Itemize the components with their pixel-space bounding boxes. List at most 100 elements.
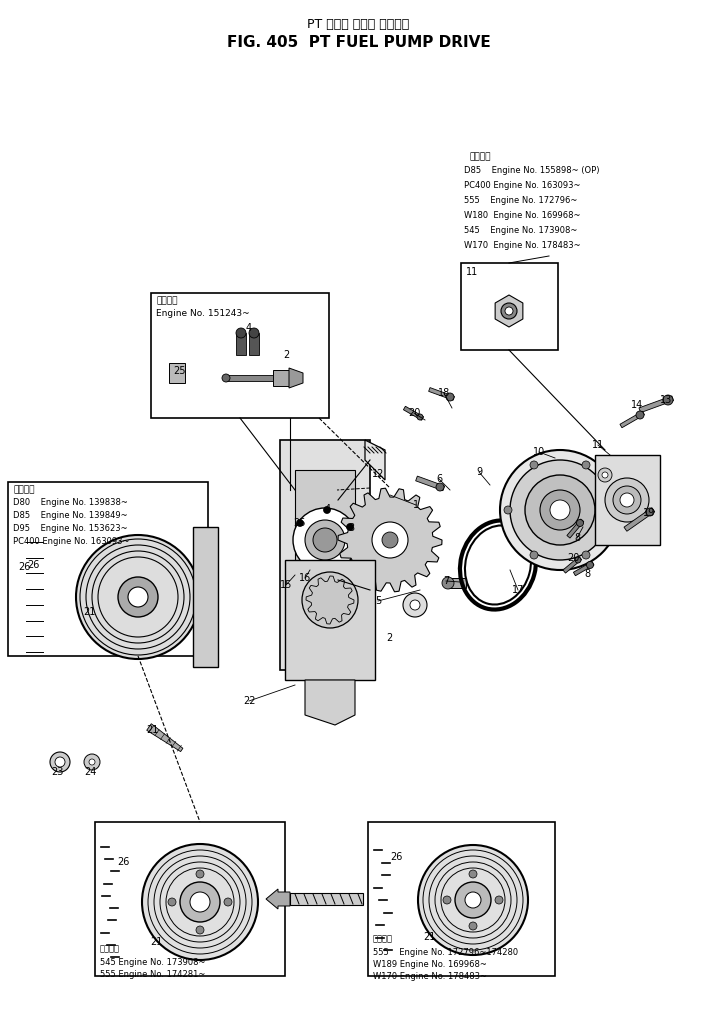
Text: Engine No. 151243~: Engine No. 151243~ — [156, 309, 250, 318]
Circle shape — [55, 757, 65, 767]
Circle shape — [613, 486, 641, 514]
Text: D85    Engine No. 155898~ (OP): D85 Engine No. 155898~ (OP) — [464, 166, 599, 175]
Circle shape — [446, 393, 454, 401]
Circle shape — [196, 870, 204, 878]
Circle shape — [222, 374, 230, 382]
Bar — [236, 333, 246, 355]
Text: 555 Engine No. 174281~: 555 Engine No. 174281~ — [100, 970, 205, 979]
Polygon shape — [574, 562, 594, 576]
Text: PC400 Engine No. 163093~: PC400 Engine No. 163093~ — [464, 182, 581, 190]
Text: 1: 1 — [413, 500, 419, 510]
Polygon shape — [193, 527, 218, 667]
Circle shape — [505, 307, 513, 315]
Circle shape — [312, 582, 348, 618]
Text: 16: 16 — [299, 573, 311, 583]
Bar — [595, 455, 660, 545]
Bar — [226, 375, 273, 381]
Circle shape — [605, 478, 649, 522]
Circle shape — [663, 395, 673, 405]
Circle shape — [128, 587, 148, 607]
Circle shape — [620, 493, 634, 507]
FancyArrow shape — [266, 889, 290, 909]
Circle shape — [372, 522, 408, 558]
Polygon shape — [306, 576, 354, 624]
Bar — [169, 363, 185, 383]
Circle shape — [302, 572, 358, 628]
Text: 4: 4 — [325, 504, 331, 514]
Polygon shape — [365, 440, 385, 480]
Circle shape — [224, 898, 232, 906]
Text: 7: 7 — [443, 576, 449, 586]
Bar — [8, 482, 208, 656]
Text: 19: 19 — [643, 508, 655, 518]
Polygon shape — [495, 295, 523, 327]
Text: FIG. 405  PT FUEL PUMP DRIVE: FIG. 405 PT FUEL PUMP DRIVE — [227, 35, 490, 50]
Polygon shape — [404, 407, 424, 420]
Polygon shape — [563, 557, 581, 573]
Text: 5: 5 — [375, 596, 381, 606]
Circle shape — [465, 892, 481, 908]
Polygon shape — [289, 368, 303, 388]
Circle shape — [84, 754, 100, 770]
Text: 14: 14 — [631, 400, 643, 410]
Text: 適用号機: 適用号機 — [469, 152, 490, 161]
Circle shape — [510, 460, 610, 560]
Polygon shape — [280, 440, 370, 670]
Text: 26: 26 — [117, 857, 129, 867]
Text: 545 Engine No. 173908~: 545 Engine No. 173908~ — [100, 958, 206, 967]
Polygon shape — [639, 395, 673, 413]
Text: D80    Engine No. 139838~: D80 Engine No. 139838~ — [13, 498, 128, 507]
Circle shape — [500, 450, 620, 570]
Circle shape — [346, 523, 353, 530]
Circle shape — [322, 592, 338, 608]
Bar — [368, 822, 555, 976]
Text: 17: 17 — [512, 585, 524, 595]
Polygon shape — [624, 508, 655, 531]
Bar — [273, 370, 289, 386]
Circle shape — [550, 500, 570, 520]
Text: PC400 Engine No. 163093~: PC400 Engine No. 163093~ — [13, 537, 130, 546]
Bar — [461, 263, 558, 350]
Circle shape — [504, 506, 512, 514]
Circle shape — [582, 461, 590, 468]
Circle shape — [469, 870, 477, 878]
Circle shape — [530, 461, 538, 468]
Circle shape — [190, 892, 210, 912]
Text: 24: 24 — [84, 767, 96, 777]
Text: D95    Engine No. 153623~: D95 Engine No. 153623~ — [13, 524, 128, 533]
Circle shape — [76, 535, 200, 659]
Text: 21: 21 — [146, 725, 158, 735]
Text: 8: 8 — [584, 569, 590, 579]
Text: W189 Engine No. 169968~: W189 Engine No. 169968~ — [373, 960, 487, 969]
Polygon shape — [620, 412, 645, 428]
Text: 26: 26 — [18, 562, 30, 572]
Polygon shape — [416, 477, 445, 491]
Circle shape — [168, 898, 176, 906]
Text: 25: 25 — [293, 518, 305, 528]
Text: 12: 12 — [372, 469, 384, 479]
Text: PT フェル ポンプ ドライブ: PT フェル ポンプ ドライブ — [308, 18, 409, 31]
Circle shape — [50, 752, 70, 772]
Text: 9: 9 — [476, 467, 482, 477]
Circle shape — [417, 414, 423, 420]
Text: 適用号機: 適用号機 — [373, 934, 393, 943]
Text: 555    Engine No. 172796~: 555 Engine No. 172796~ — [464, 196, 577, 205]
Text: 4: 4 — [246, 323, 252, 333]
Circle shape — [403, 593, 427, 617]
Circle shape — [410, 600, 420, 610]
Text: 18: 18 — [438, 388, 450, 399]
Text: 26: 26 — [390, 852, 402, 862]
Text: 21: 21 — [83, 607, 95, 617]
Bar — [249, 333, 259, 355]
Circle shape — [382, 532, 398, 548]
Bar — [448, 578, 466, 588]
Text: 15: 15 — [280, 580, 293, 590]
Circle shape — [636, 411, 644, 419]
Circle shape — [323, 507, 331, 513]
Bar — [95, 822, 285, 976]
Circle shape — [418, 845, 528, 955]
Circle shape — [598, 468, 612, 482]
Polygon shape — [305, 680, 355, 725]
Text: 20: 20 — [567, 553, 579, 563]
Bar — [151, 293, 329, 418]
